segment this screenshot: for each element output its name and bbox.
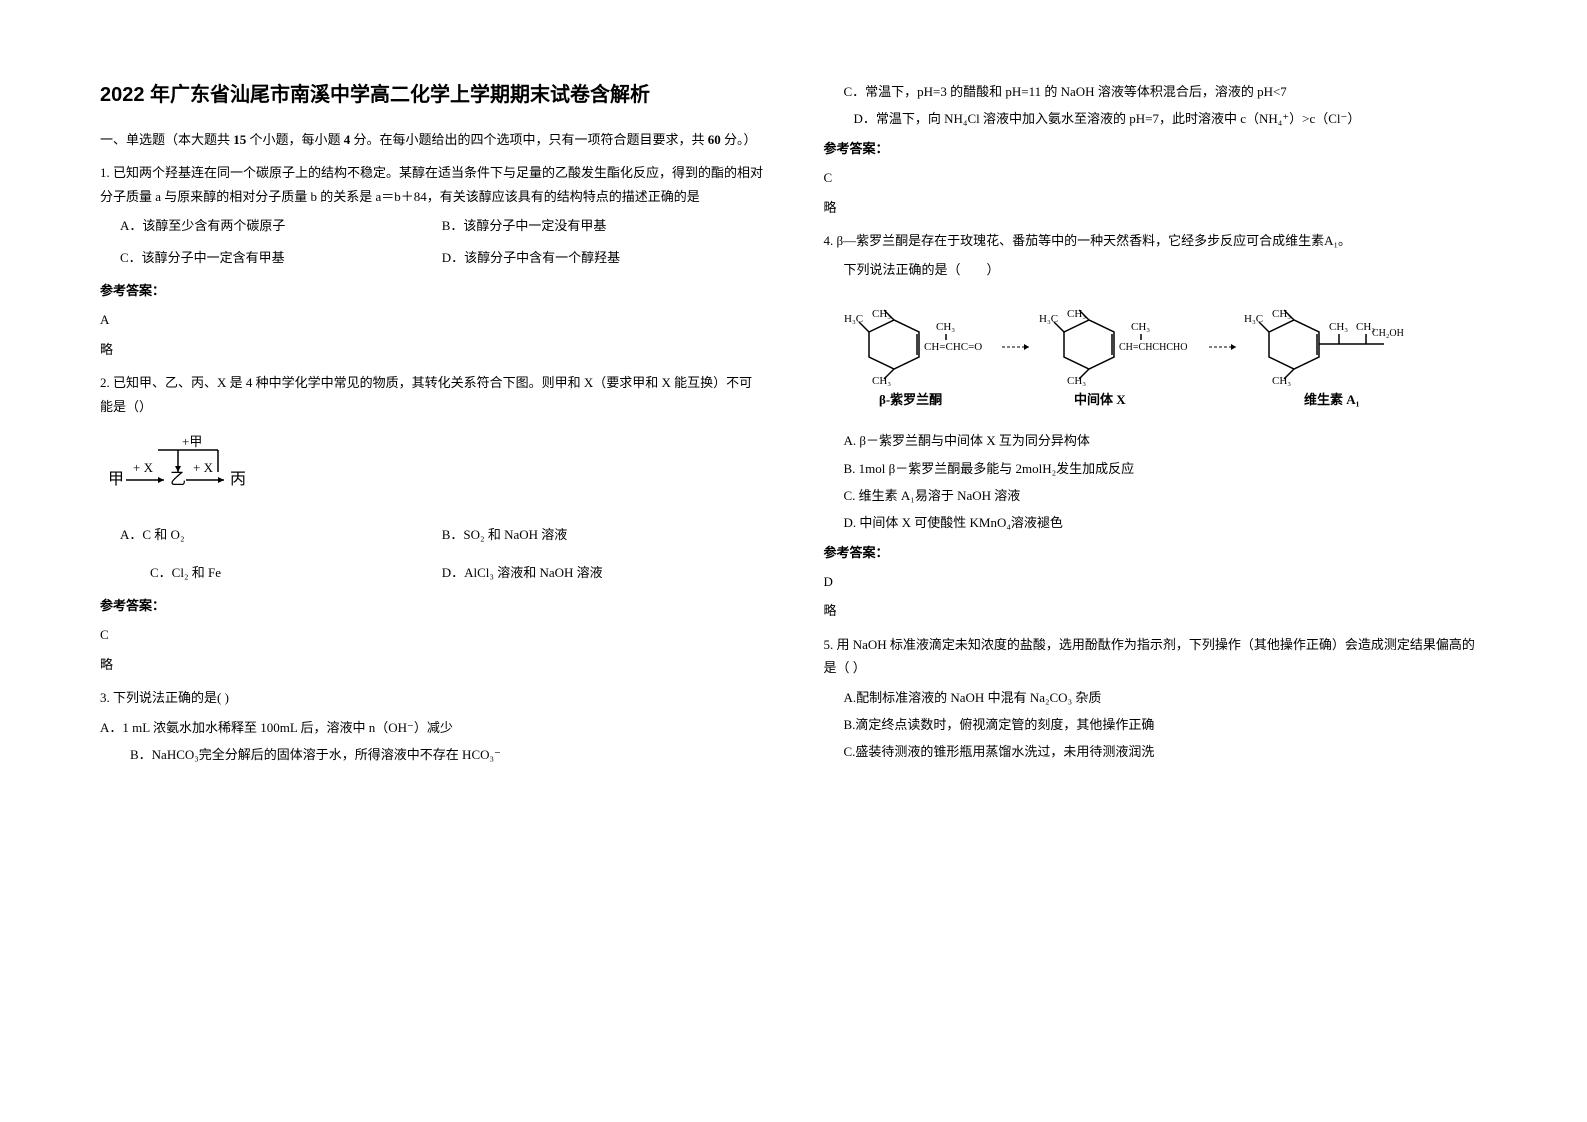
diagram-plusx-1: + X <box>133 460 154 475</box>
q1-option-a: A．该醇至少含有两个碳原子 <box>120 214 442 237</box>
q1-answer-label: 参考答案： <box>100 279 764 302</box>
q4-stem1: 4. β—紫罗兰酮是存在于玫瑰花、番茄等中的一种天然香料，它经多步反应可合成维生… <box>824 229 1488 252</box>
q1-brief: 略 <box>100 338 764 361</box>
q4-answer-label: 参考答案： <box>824 541 1488 564</box>
structure-1: H₃C CH₃ CH₃ CH=CHC=O CH₃ <box>844 308 982 387</box>
q3-option-d: D．常温下，向 NH₄Cl 溶液中加入氨水至溶液的 pH=7，此时溶液中 c（N… <box>824 107 1488 130</box>
q3-stem: 3. 下列说法正确的是( ) <box>100 686 764 709</box>
q4-option-c: C. 维生素 A₁易溶于 NaOH 溶液 <box>824 484 1488 507</box>
hdr-count: 15 <box>233 132 246 147</box>
question-3: 3. 下列说法正确的是( ) A．1 mL 浓氨水加水稀释至 100mL 后，溶… <box>100 686 764 766</box>
q2-option-b: B．SO₂ 和 NaOH 溶液 <box>442 523 764 546</box>
struct-label-1: β-紫罗兰酮 <box>879 392 942 407</box>
q4-structures: H₃C CH₃ CH₃ CH=CHC=O CH₃ H₃C <box>824 292 1488 419</box>
hdr-pre: 一、单选题（本大题共 <box>100 132 233 147</box>
q5-option-b: B.滴定终点读数时，俯视滴定管的刻度，其他操作正确 <box>824 713 1488 736</box>
q4-brief: 略 <box>824 599 1488 622</box>
q4-answer: D <box>824 570 1488 593</box>
left-column: 2022 年广东省汕尾市南溪中学高二化学上学期期末试卷含解析 一、单选题（本大题… <box>100 80 764 1082</box>
q4-option-d: D. 中间体 X 可使酸性 KMnO₄溶液褪色 <box>824 511 1488 534</box>
q2-option-c: C．Cl₂ 和 Fe <box>120 561 442 584</box>
q2-option-a: A．C 和 O₂ <box>120 523 442 546</box>
q3-answer: C <box>824 166 1488 189</box>
q3-option-b: B．NaHCO₃完全分解后的固体溶于水，所得溶液中不存在 HCO₃⁻ <box>100 743 764 766</box>
svg-text:CH₃: CH₃ <box>1272 375 1291 387</box>
question-5: 5. 用 NaOH 标准液滴定未知浓度的盐酸，选用酚酞作为指示剂，下列操作（其他… <box>824 633 1488 764</box>
diagram-plusjia: +甲 <box>182 434 202 449</box>
q2-brief: 略 <box>100 653 764 676</box>
exam-title: 2022 年广东省汕尾市南溪中学高二化学上学期期末试卷含解析 <box>100 80 764 110</box>
q2-diagram: 甲 + X 乙 +甲 + X 丙 <box>100 432 764 509</box>
q2-answer-label: 参考答案： <box>100 594 764 617</box>
struct-label-2: 中间体 X <box>1074 392 1126 407</box>
structure-3: H₃C CH₃ CH₃ CH₃ CH₃ CH₂OH <box>1244 308 1404 387</box>
svg-text:CH₂OH: CH₂OH <box>1372 328 1404 339</box>
diagram-yi: 乙 <box>170 471 186 488</box>
svg-text:CH₃: CH₃ <box>872 375 891 387</box>
q4-option-a: A. β－紫罗兰酮与中间体 X 互为同分异构体 <box>824 429 1488 452</box>
svg-text:CH₃: CH₃ <box>1131 321 1150 333</box>
section-1-header: 一、单选题（本大题共 15 个小题，每小题 4 分。在每小题给出的四个选项中，只… <box>100 128 764 151</box>
right-column: C．常温下，pH=3 的醋酸和 pH=11 的 NaOH 溶液等体积混合后，溶液… <box>824 80 1488 1082</box>
q1-option-c: C．该醇分子中一定含有甲基 <box>120 246 442 269</box>
q5-option-c: C.盛装待测液的锥形瓶用蒸馏水洗过，未用待测液润洗 <box>824 740 1488 763</box>
question-4: 4. β—紫罗兰酮是存在于玫瑰花、番茄等中的一种天然香料，它经多步反应可合成维生… <box>824 229 1488 623</box>
question-3-continued: C．常温下，pH=3 的醋酸和 pH=11 的 NaOH 溶液等体积混合后，溶液… <box>824 80 1488 219</box>
struct-label-3: 维生素 A₁ <box>1304 392 1360 407</box>
diagram-bing: 丙 <box>230 471 246 488</box>
svg-text:CH₃: CH₃ <box>1067 375 1086 387</box>
hdr-total: 60 <box>708 132 721 147</box>
q2-stem: 2. 已知甲、乙、丙、X 是 4 种中学化学中常见的物质，其转化关系符合下图。则… <box>100 371 764 418</box>
diagram-jia: 甲 <box>108 471 124 488</box>
svg-text:CH=CHC=O: CH=CHC=O <box>924 341 982 353</box>
q5-stem: 5. 用 NaOH 标准液滴定未知浓度的盐酸，选用酚酞作为指示剂，下列操作（其他… <box>824 633 1488 680</box>
q4-option-b: B. 1mol β－紫罗兰酮最多能与 2molH₂发生加成反应 <box>824 457 1488 480</box>
question-1: 1. 已知两个羟基连在同一个碳原子上的结构不稳定。某醇在适当条件下与足量的乙酸发… <box>100 161 764 361</box>
q3-answer-label: 参考答案： <box>824 137 1488 160</box>
svg-text:CH₃: CH₃ <box>1329 321 1348 333</box>
q3-brief: 略 <box>824 196 1488 219</box>
svg-text:CH₃: CH₃ <box>936 321 955 333</box>
structure-2: H₃C CH₃ CH₃ CH=CHCHCHO CH₃ <box>1039 308 1187 387</box>
q2-option-d: D．AlCl₃ 溶液和 NaOH 溶液 <box>442 561 764 584</box>
section-header-text: 一、单选题（本大题共 15 个小题，每小题 4 分。在每小题给出的四个选项中，只… <box>100 132 757 147</box>
hdr-suf: 分。） <box>721 132 757 147</box>
svg-text:CH=CHCHCHO: CH=CHCHCHO <box>1119 342 1187 353</box>
q4-stem2: 下列说法正确的是（ ） <box>824 258 1488 281</box>
hdr-mid: 个小题，每小题 <box>246 132 344 147</box>
q1-option-b: B．该醇分子中一定没有甲基 <box>442 214 764 237</box>
q1-answer: A <box>100 308 764 331</box>
question-2: 2. 已知甲、乙、丙、X 是 4 种中学化学中常见的物质，其转化关系符合下图。则… <box>100 371 764 676</box>
q1-option-d: D．该醇分子中含有一个醇羟基 <box>442 246 764 269</box>
q1-stem: 1. 已知两个羟基连在同一个碳原子上的结构不稳定。某醇在适当条件下与足量的乙酸发… <box>100 161 764 208</box>
q3-option-a: A．1 mL 浓氨水加水稀释至 100mL 后，溶液中 n（OH⁻）减少 <box>100 716 764 739</box>
diagram-plusx-2: + X <box>193 460 214 475</box>
q2-answer: C <box>100 623 764 646</box>
q5-option-a: A.配制标准溶液的 NaOH 中混有 Na₂CO₃ 杂质 <box>824 686 1488 709</box>
hdr-mid2: 分。在每小题给出的四个选项中，只有一项符合题目要求，共 <box>350 132 708 147</box>
q3-option-c: C．常温下，pH=3 的醋酸和 pH=11 的 NaOH 溶液等体积混合后，溶液… <box>824 80 1488 103</box>
